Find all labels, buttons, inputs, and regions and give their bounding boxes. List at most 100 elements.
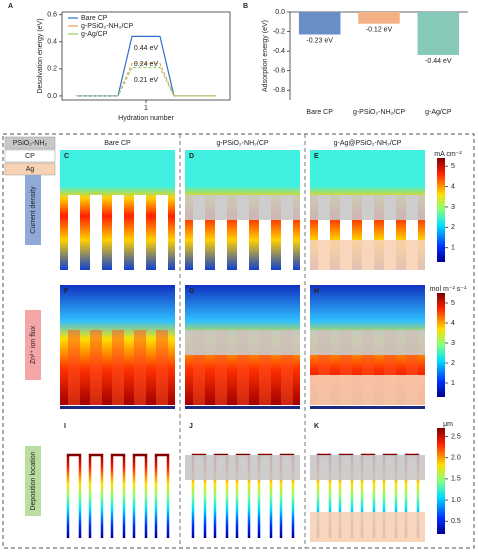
panel-label: I <box>64 423 66 430</box>
field-map <box>185 420 300 542</box>
colorbar-tick-label: 4 <box>451 183 455 190</box>
colorbar-tick-label: 0.5 <box>451 518 461 525</box>
annotation: 0.21 eV <box>134 77 158 84</box>
pillar <box>90 330 102 405</box>
colorbar-tick-label: 1.0 <box>451 497 461 504</box>
psio2-layer <box>310 330 425 355</box>
pillar <box>112 330 124 405</box>
row-label-box <box>25 310 41 380</box>
y-tick-label: -0.8 <box>273 87 285 94</box>
x-axis-label: Hydration number <box>118 115 174 122</box>
panel-label: F <box>64 288 69 295</box>
pillar <box>156 330 168 405</box>
panel-label: K <box>314 423 319 430</box>
panel-label: G <box>189 288 195 295</box>
colorbar <box>437 293 445 397</box>
colorbar-tick-label: 2 <box>451 224 455 231</box>
column-header: Bare CP <box>104 140 131 147</box>
panel-label: C <box>64 153 69 160</box>
x-tick-label: 1 <box>144 105 148 112</box>
legend-label: CP <box>25 153 35 160</box>
psio2-layer <box>185 195 300 220</box>
psio2-layer <box>185 455 300 480</box>
x-tick-label: g-Ag/CP <box>425 109 452 116</box>
colorbar-tick-label: 2.0 <box>451 455 461 462</box>
bar <box>298 12 341 35</box>
pillar <box>90 195 102 270</box>
legend-swatch <box>4 136 56 150</box>
ag-layer <box>310 512 425 542</box>
colorbar-tick-label: 2 <box>451 360 455 367</box>
panel-label: H <box>314 288 319 295</box>
bar <box>358 12 400 24</box>
panel-label: A <box>8 3 13 10</box>
bar <box>417 12 460 56</box>
row-label: Current density <box>30 186 37 234</box>
colorbar <box>437 428 445 534</box>
pillar <box>134 195 146 270</box>
series-line <box>76 66 216 97</box>
pillar <box>156 195 168 270</box>
row-label: Deposition location <box>30 451 37 510</box>
field-map <box>60 420 175 542</box>
value-label: -0.12 eV <box>366 27 393 34</box>
value-label: -0.44 eV <box>425 58 452 65</box>
pillar <box>68 330 80 405</box>
deposit-outline <box>66 453 82 538</box>
deposit-outline <box>132 453 148 538</box>
legend-label: g-Ag/CP <box>81 31 108 38</box>
colorbar-tick-label: 1.5 <box>451 476 461 483</box>
colorbar-tick-label: 2.5 <box>451 433 461 440</box>
y-tick-label: 0.0 <box>47 93 57 100</box>
value-label: -0.23 eV <box>306 37 333 44</box>
legend-label: g-PSiO₂-NH₂/CP <box>81 23 133 30</box>
row-label-box <box>25 175 41 245</box>
y-axis-label: Adsorption energy (eV) <box>262 20 269 92</box>
y-tick-label: 0.2 <box>47 66 57 73</box>
ag-layer <box>310 240 425 270</box>
ag-layer <box>310 375 425 405</box>
deposit-outline <box>154 453 170 538</box>
y-tick-label: 0.6 <box>47 12 57 19</box>
y-tick-label: -0.6 <box>273 68 285 75</box>
psio2-layer <box>310 455 425 480</box>
deposit-outline <box>88 453 104 538</box>
colorbar-tick-label: 3 <box>451 340 455 347</box>
y-tick-label: -0.4 <box>273 48 285 55</box>
y-tick-label: -0.2 <box>273 28 285 35</box>
annotation: 0.24 eV <box>134 61 158 68</box>
y-tick-label: 0.4 <box>47 39 57 46</box>
row-label: Zn²⁺ ion flux <box>30 325 37 364</box>
legend-label: Bare CP <box>81 15 108 22</box>
colorbar <box>437 158 445 262</box>
annotation: 0.44 eV <box>134 45 158 52</box>
base-electrode <box>185 406 300 409</box>
colorbar-tick-label: 1 <box>451 245 455 252</box>
panel-label: D <box>189 153 194 160</box>
x-tick-label: Bare CP <box>306 109 333 116</box>
pillar <box>112 195 124 270</box>
colorbar-unit: mol m⁻² s⁻¹ <box>430 286 467 293</box>
deposit-outline <box>110 453 126 538</box>
frame <box>2 133 475 549</box>
row-label-box <box>25 446 41 516</box>
colorbar-tick-label: 5 <box>451 163 455 170</box>
legend-label: PSiO₂-NH₂ <box>13 140 47 147</box>
psio2-layer <box>185 330 300 355</box>
colorbar-tick-label: 1 <box>451 380 455 387</box>
colorbar-unit: mA cm⁻² <box>434 151 462 158</box>
x-tick-label: g-PSiO₂-NH₂/CP <box>353 109 405 116</box>
y-axis-label: Desolvation energy (eV) <box>37 18 44 93</box>
base-electrode <box>60 406 175 409</box>
column-header: g-PSiO₂-NH₂/CP <box>216 140 268 147</box>
base-electrode <box>310 406 425 409</box>
legend-swatch <box>4 149 56 163</box>
pillar <box>134 330 146 405</box>
colorbar-tick-label: 5 <box>451 300 455 307</box>
panel-label: E <box>314 153 319 160</box>
y-tick-label: 0.0 <box>275 9 285 16</box>
column-header: g-Ag@PSiO₂-NH₂/CP <box>334 140 402 147</box>
panel-label: J <box>189 423 193 430</box>
psio2-layer <box>310 195 425 220</box>
